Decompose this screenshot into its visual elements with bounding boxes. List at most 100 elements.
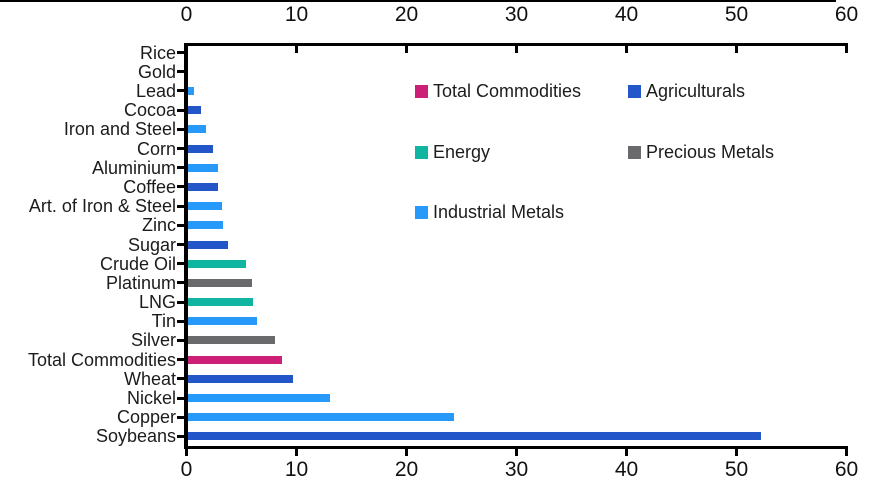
y-tick-label-soybeans: Soybeans: [95, 426, 176, 447]
bar-silver: [188, 336, 275, 345]
x-tick-label-bottom: 30: [504, 458, 529, 481]
bar-art-of-iron-steel: [188, 202, 223, 211]
legend-item-precious-metals: Precious Metals: [628, 142, 774, 162]
x-tick-top: [625, 46, 628, 53]
x-tick-label-top: 0: [180, 3, 193, 26]
legend-label-agriculturals: Agriculturals: [646, 81, 746, 101]
legend-item-total-commodities: Total Commodities: [415, 81, 581, 101]
y-tick-label-coffee: Coffee: [123, 176, 176, 197]
bar-nickel: [188, 394, 330, 403]
y-tick: [177, 147, 184, 151]
legend-item-energy: Energy: [415, 142, 490, 162]
x-tick-label-top: 30: [504, 3, 529, 26]
y-tick-label-copper: Copper: [116, 407, 176, 428]
y-tick: [177, 108, 184, 112]
y-tick: [177, 70, 184, 74]
x-tick-label-bottom: 0: [180, 458, 193, 481]
x-tick-bottom: [845, 449, 848, 456]
bar-iron-and-steel: [188, 125, 206, 134]
y-tick: [177, 377, 184, 381]
y-tick: [177, 166, 184, 170]
y-tick-label-iron-and-steel: Iron and Steel: [63, 119, 176, 140]
y-tick-label-crude-oil: Crude Oil: [99, 253, 176, 274]
x-tick-label-bottom: 10: [284, 458, 309, 481]
bar-platinum: [188, 278, 252, 287]
y-axis-spine: [184, 43, 188, 449]
bar-zinc: [188, 221, 224, 230]
legend-item-agriculturals: Agriculturals: [628, 81, 745, 101]
bar-aluminium: [188, 163, 218, 172]
x-tick-label-bottom: 20: [394, 458, 419, 481]
bar-soybeans: [188, 432, 762, 441]
y-tick-label-platinum: Platinum: [105, 272, 176, 293]
x-axis-bottom-line: [184, 446, 848, 449]
y-tick-label-silver: Silver: [130, 330, 176, 351]
y-tick-label-art-of-iron-steel: Art. of Iron & Steel: [28, 196, 176, 217]
bar-lead: [188, 86, 194, 95]
y-tick-label-lead: Lead: [135, 80, 176, 101]
bar-copper: [188, 413, 455, 422]
y-tick-label-nickel: Nickel: [126, 388, 176, 409]
x-tick-label-top: 50: [724, 3, 749, 26]
y-tick-label-tin: Tin: [151, 311, 176, 332]
y-tick: [177, 89, 184, 93]
x-tick-label-bottom: 40: [614, 458, 639, 481]
x-tick-label-top: 10: [284, 3, 309, 26]
x-tick-bottom: [515, 449, 518, 456]
bar-total-commodities: [188, 355, 282, 364]
y-tick-label-zinc: Zinc: [141, 215, 176, 236]
legend-item-industrial-metals: Industrial Metals: [415, 202, 564, 222]
x-tick-label-top: 20: [394, 3, 419, 26]
bar-lng: [188, 298, 253, 307]
y-tick-label-cocoa: Cocoa: [123, 100, 176, 121]
y-tick-label-lng: LNG: [138, 292, 176, 313]
y-tick-label-aluminium: Aluminium: [91, 157, 176, 178]
y-tick: [177, 51, 184, 55]
x-tick-label-bottom: 60: [834, 458, 859, 481]
x-tick-label-top: 60: [834, 3, 859, 26]
x-tick-bottom: [625, 449, 628, 456]
y-tick: [177, 300, 184, 304]
bar-crude-oil: [188, 259, 247, 268]
x-tick-bottom: [185, 449, 188, 456]
x-tick-top: [295, 46, 298, 53]
x-tick-top: [845, 46, 848, 53]
y-tick: [177, 262, 184, 266]
y-tick: [177, 415, 184, 419]
y-tick: [177, 434, 184, 438]
y-tick: [177, 338, 184, 342]
x-tick-bottom: [735, 449, 738, 456]
legend-swatch-agriculturals: [628, 84, 641, 98]
legend-label-energy: Energy: [433, 142, 491, 162]
legend-label-total-commodities: Total Commodities: [433, 81, 582, 101]
y-tick: [177, 204, 184, 208]
legend-swatch-energy: [415, 145, 428, 159]
y-tick-label-sugar: Sugar: [127, 234, 176, 255]
x-axis-top-line: [184, 43, 848, 46]
image-top-border: [0, 0, 836, 2]
legend-label-precious-metals: Precious Metals: [646, 142, 775, 162]
y-tick-label-corn: Corn: [136, 138, 176, 159]
bar-wheat: [188, 374, 293, 383]
bar-coffee: [188, 182, 218, 191]
y-tick: [177, 358, 184, 362]
y-tick: [177, 243, 184, 246]
x-tick-label-bottom: 50: [724, 458, 749, 481]
bar-sugar: [188, 240, 228, 249]
legend-swatch-precious-metals: [628, 145, 641, 159]
x-tick-bottom: [295, 449, 298, 456]
x-tick-bottom: [405, 449, 408, 456]
y-tick: [177, 223, 184, 227]
y-tick-label-gold: Gold: [137, 61, 176, 82]
x-tick-top: [735, 46, 738, 53]
bar-corn: [188, 144, 214, 153]
y-tick-label-rice: Rice: [139, 42, 176, 63]
legend-label-industrial-metals: Industrial Metals: [433, 202, 565, 222]
y-tick: [177, 127, 184, 131]
legend-swatch-industrial-metals: [415, 205, 428, 219]
